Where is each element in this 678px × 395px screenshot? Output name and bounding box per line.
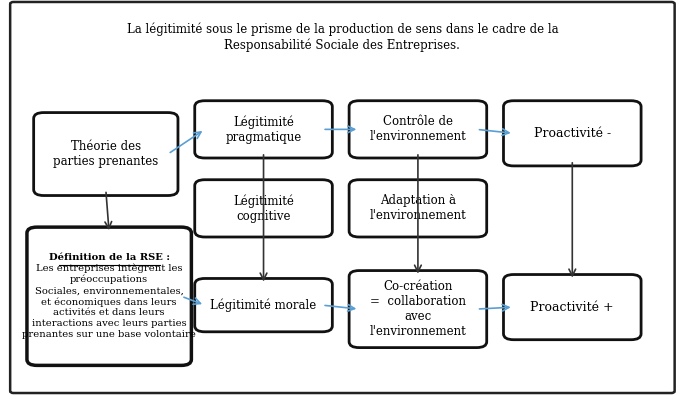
Text: Légitimité
pragmatique: Légitimité pragmatique bbox=[225, 115, 302, 144]
Text: et économiques dans leurs: et économiques dans leurs bbox=[41, 297, 177, 307]
FancyBboxPatch shape bbox=[349, 271, 487, 348]
Text: Proactivité +: Proactivité + bbox=[530, 301, 614, 314]
FancyBboxPatch shape bbox=[27, 227, 191, 365]
Text: Sociales, environnementales,: Sociales, environnementales, bbox=[35, 286, 184, 295]
FancyBboxPatch shape bbox=[195, 101, 332, 158]
Text: Légitimité
cognitive: Légitimité cognitive bbox=[233, 194, 294, 223]
Text: activités et dans leurs: activités et dans leurs bbox=[54, 308, 165, 317]
Text: Les entreprises intègrent les: Les entreprises intègrent les bbox=[36, 264, 182, 273]
Text: prenantes sur une base volontaire: prenantes sur une base volontaire bbox=[22, 331, 196, 339]
Text: Co-création
=  collaboration
avec
l'environnement: Co-création = collaboration avec l'envir… bbox=[370, 280, 466, 338]
FancyBboxPatch shape bbox=[349, 180, 487, 237]
FancyBboxPatch shape bbox=[195, 278, 332, 332]
Text: Définition de la RSE :: Définition de la RSE : bbox=[49, 253, 170, 262]
FancyBboxPatch shape bbox=[504, 275, 641, 340]
Text: La légitimité sous le prisme de la production de sens dans le cadre de la: La légitimité sous le prisme de la produ… bbox=[127, 23, 558, 36]
Text: interactions avec leurs parties: interactions avec leurs parties bbox=[32, 320, 186, 328]
Text: Contrôle de
l'environnement: Contrôle de l'environnement bbox=[370, 115, 466, 143]
Text: préoccupations: préoccupations bbox=[70, 275, 148, 284]
FancyBboxPatch shape bbox=[349, 101, 487, 158]
Text: Proactivité -: Proactivité - bbox=[534, 127, 611, 140]
FancyBboxPatch shape bbox=[34, 113, 178, 196]
Text: Théorie des
parties prenantes: Théorie des parties prenantes bbox=[53, 140, 159, 168]
FancyBboxPatch shape bbox=[195, 180, 332, 237]
FancyBboxPatch shape bbox=[504, 101, 641, 166]
Text: Légitimité morale: Légitimité morale bbox=[210, 298, 317, 312]
Text: Adaptation à
l'environnement: Adaptation à l'environnement bbox=[370, 194, 466, 222]
Text: Responsabilité Sociale des Entreprises.: Responsabilité Sociale des Entreprises. bbox=[224, 39, 460, 52]
FancyBboxPatch shape bbox=[10, 2, 675, 393]
